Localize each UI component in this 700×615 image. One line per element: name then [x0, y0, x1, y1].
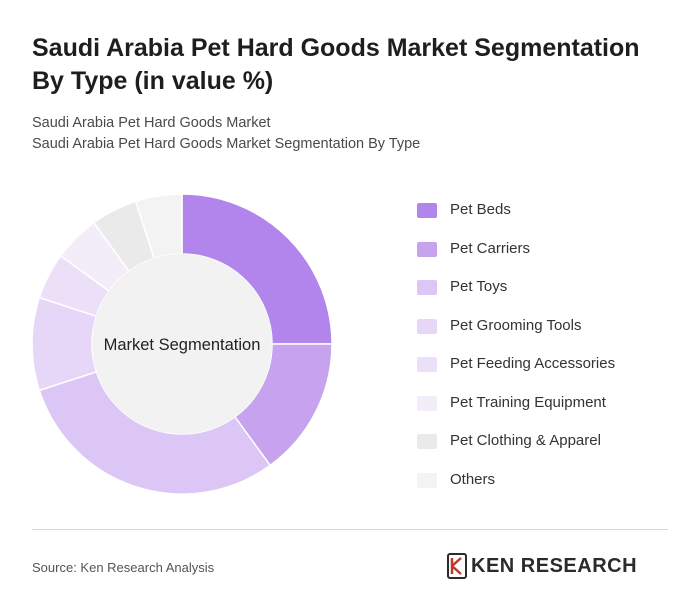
legend-label: Pet Clothing & Apparel: [450, 432, 601, 449]
legend-label: Others: [450, 470, 496, 488]
donut-center: [92, 254, 272, 434]
subtitle-line-2: Saudi Arabia Pet Hard Goods Market Segme…: [32, 136, 421, 152]
legend-item: Pet Grooming Tools: [417, 316, 615, 355]
legend-swatch: [417, 395, 437, 411]
legend-swatch: [417, 203, 437, 218]
chart-title: Saudi Arabia Pet Hard Goods Market Segme…: [32, 34, 640, 95]
ken-research-logo-icon: [447, 553, 467, 579]
legend-item: Pet Beds: [417, 200, 615, 239]
legend-label: Pet Toys: [450, 278, 508, 295]
legend-label: Pet Training Equipment: [450, 393, 606, 411]
ken-research-logo: KEN RESEARCH: [447, 553, 637, 579]
legend-item: Pet Clothing & Apparel: [417, 431, 615, 470]
legend-swatch: [417, 241, 437, 257]
footer-divider: [32, 529, 668, 530]
chart-legend: Pet Beds Pet Carriers Pet Toys Pet Grooming…: [417, 200, 615, 508]
donut-chart: Market Segmentation: [31, 193, 333, 495]
subtitle-line-1: Saudi Arabia Pet Hard Goods Market: [32, 115, 271, 131]
legend-swatch: [417, 357, 437, 372]
legend-item: Pet Toys: [417, 277, 615, 316]
legend-swatch: [417, 472, 437, 488]
legend-swatch: [417, 434, 437, 449]
legend-swatch: [417, 318, 437, 334]
legend-label: Pet Beds: [450, 201, 511, 218]
legend-item: Pet Feeding Accessories: [417, 354, 615, 393]
chart-subtitle: Saudi Arabia Pet Hard Goods Market Saudi…: [32, 113, 420, 155]
legend-item: Others: [417, 470, 615, 509]
donut-center-label: Market Segmentation: [104, 336, 261, 354]
legend-swatch: [417, 280, 437, 295]
legend-label: Pet Carriers: [450, 239, 531, 257]
source-note: Source: Ken Research Analysis: [32, 560, 215, 575]
legend-label: Pet Grooming Tools: [450, 316, 582, 334]
logo-text: KEN RESEARCH: [471, 554, 638, 577]
legend-label: Pet Feeding Accessories: [450, 355, 616, 372]
legend-item: Pet Training Equipment: [417, 393, 615, 432]
legend-item: Pet Carriers: [417, 239, 615, 278]
